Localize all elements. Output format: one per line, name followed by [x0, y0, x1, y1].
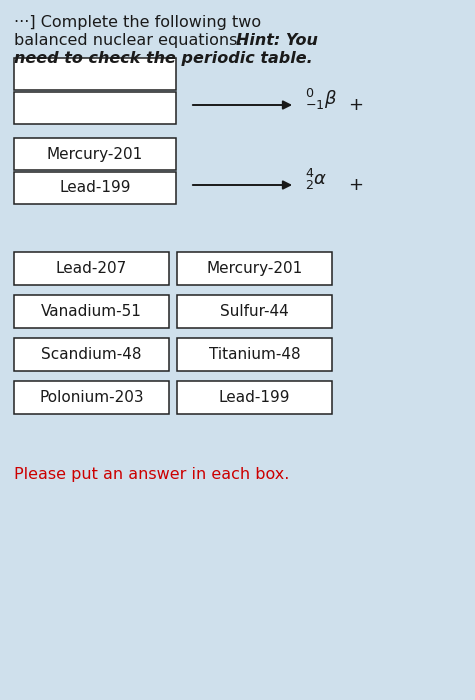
Text: Scandium-48: Scandium-48: [41, 347, 142, 362]
Text: Titanium-48: Titanium-48: [209, 347, 300, 362]
FancyBboxPatch shape: [14, 172, 176, 204]
Text: Lead-199: Lead-199: [219, 390, 290, 405]
Text: Sulfur-44: Sulfur-44: [220, 304, 289, 319]
Text: Hint: You: Hint: You: [236, 33, 318, 48]
Text: balanced nuclear equations.: balanced nuclear equations.: [14, 33, 247, 48]
Text: Please put an answer in each box.: Please put an answer in each box.: [14, 467, 289, 482]
FancyBboxPatch shape: [14, 58, 176, 90]
Text: Vanadium-51: Vanadium-51: [41, 304, 142, 319]
Text: Mercury-201: Mercury-201: [206, 261, 303, 276]
Text: +: +: [348, 176, 363, 194]
FancyBboxPatch shape: [177, 381, 332, 414]
Text: ⋅⋅⋅] Complete the following two: ⋅⋅⋅] Complete the following two: [14, 15, 261, 30]
FancyBboxPatch shape: [14, 92, 176, 124]
FancyBboxPatch shape: [14, 138, 176, 170]
Text: Lead-199: Lead-199: [59, 181, 131, 195]
Text: Mercury-201: Mercury-201: [47, 146, 143, 162]
Text: Polonium-203: Polonium-203: [39, 390, 144, 405]
FancyBboxPatch shape: [14, 252, 169, 285]
Text: +: +: [348, 96, 363, 114]
FancyBboxPatch shape: [177, 252, 332, 285]
Text: $^{0}_{-1}\beta$: $^{0}_{-1}\beta$: [305, 87, 337, 111]
FancyBboxPatch shape: [14, 381, 169, 414]
FancyBboxPatch shape: [177, 338, 332, 371]
FancyBboxPatch shape: [177, 295, 332, 328]
FancyBboxPatch shape: [14, 295, 169, 328]
Text: need to check the periodic table.: need to check the periodic table.: [14, 51, 313, 66]
FancyBboxPatch shape: [14, 338, 169, 371]
Text: $^{4}_{2}\alpha$: $^{4}_{2}\alpha$: [305, 167, 327, 192]
Text: Lead-207: Lead-207: [56, 261, 127, 276]
